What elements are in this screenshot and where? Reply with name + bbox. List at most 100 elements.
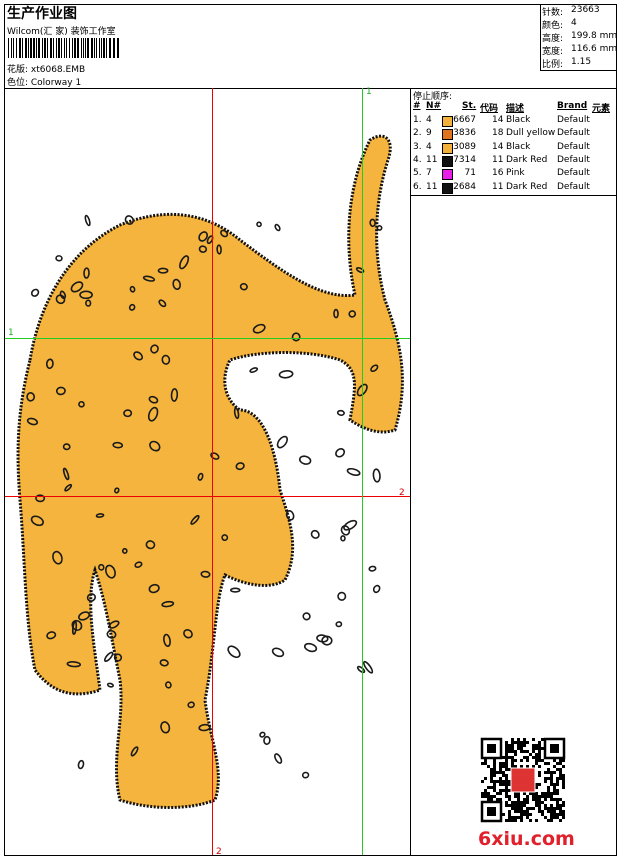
stitches: 6667	[453, 115, 476, 125]
description: Dark Red	[506, 181, 548, 192]
bar-stripe	[8, 38, 9, 58]
qr-module	[526, 756, 529, 759]
leopard-spots	[26, 214, 383, 779]
spot	[70, 281, 84, 293]
qr-module	[505, 750, 508, 753]
spec-label: 颜色:	[542, 21, 564, 31]
description: Dark Red	[506, 154, 548, 165]
qr-module	[562, 786, 565, 789]
qr-module	[514, 795, 517, 798]
qr-module	[556, 798, 559, 801]
qr-module	[493, 759, 496, 762]
row-number: 2.	[413, 128, 422, 139]
spec-value: 4	[571, 18, 577, 28]
row-number: 4.	[413, 154, 422, 165]
qr-module	[517, 810, 520, 813]
qr-module	[505, 801, 508, 804]
qr-module	[508, 768, 511, 771]
qr-module	[559, 768, 562, 771]
spot	[150, 344, 159, 354]
qr-module	[544, 792, 547, 795]
qr-module	[511, 756, 514, 759]
spot	[161, 354, 171, 365]
spot	[310, 529, 320, 539]
guide-label: 1	[366, 87, 372, 97]
spot	[85, 299, 92, 307]
spot	[337, 591, 347, 601]
spot	[274, 753, 283, 764]
spot	[128, 303, 136, 311]
qr-module	[493, 768, 496, 771]
needle: 11	[426, 181, 438, 192]
qr-module	[481, 780, 484, 783]
qr-module	[532, 765, 535, 768]
qr-module	[550, 798, 553, 801]
qr-module	[550, 819, 553, 822]
qr-module	[520, 810, 523, 813]
bar-stripe	[36, 38, 37, 58]
qr-module	[544, 762, 547, 765]
spot	[376, 225, 383, 231]
bar-stripe	[61, 38, 62, 58]
qr-module	[526, 795, 529, 798]
qr-module	[484, 792, 487, 795]
qr-module	[562, 810, 565, 813]
code: 11	[492, 181, 504, 192]
spot	[372, 584, 381, 594]
qr-module	[523, 792, 526, 795]
bar-stripe	[103, 38, 105, 58]
qr-module	[505, 819, 508, 822]
bar-stripe	[19, 38, 21, 58]
qr-module	[508, 795, 511, 798]
qr-module	[532, 798, 535, 801]
spot	[149, 440, 161, 452]
bar-stripe	[38, 38, 40, 58]
spot	[172, 278, 181, 291]
spot	[190, 514, 200, 525]
qr-module	[526, 741, 529, 744]
qr-module	[523, 756, 526, 759]
column-header: 元素	[592, 104, 611, 114]
qr-module	[505, 753, 508, 756]
qr-module	[538, 810, 541, 813]
qr-module	[559, 810, 562, 813]
spot	[45, 358, 54, 370]
qr-module	[523, 801, 526, 804]
qr-module	[535, 801, 538, 804]
qr-module	[556, 780, 559, 783]
qr-module	[535, 762, 538, 765]
qr-module	[547, 819, 550, 822]
qr-module	[538, 744, 541, 747]
qr-module	[541, 795, 544, 798]
qr-module	[514, 819, 517, 822]
stitches: 3089	[453, 141, 476, 152]
qr-module	[553, 813, 556, 816]
qr-module	[505, 762, 508, 765]
bar-stripe	[74, 38, 76, 58]
spot	[59, 290, 67, 300]
qr-module	[526, 813, 529, 816]
qr-module	[535, 786, 538, 789]
qr-finder	[480, 800, 503, 823]
qr-module	[517, 738, 520, 741]
qr-module	[562, 780, 565, 783]
spec-value: 199.8 mm	[571, 31, 618, 41]
spot	[340, 535, 346, 542]
qr-module	[562, 777, 565, 780]
qr-module	[511, 807, 514, 810]
bar-stripe	[56, 38, 57, 58]
page-border	[4, 4, 617, 856]
qr-module	[514, 807, 517, 810]
qr-module	[484, 777, 487, 780]
qr-module	[511, 750, 514, 753]
spot	[356, 383, 368, 397]
qr-module	[562, 759, 565, 762]
qr-module	[547, 768, 550, 771]
column-header: St.	[462, 101, 477, 111]
spot	[220, 229, 229, 238]
qr-module	[520, 807, 523, 810]
spec-value: 1.15	[571, 57, 592, 67]
qr-module	[490, 786, 493, 789]
qr-module	[505, 768, 508, 771]
spot	[148, 395, 159, 404]
